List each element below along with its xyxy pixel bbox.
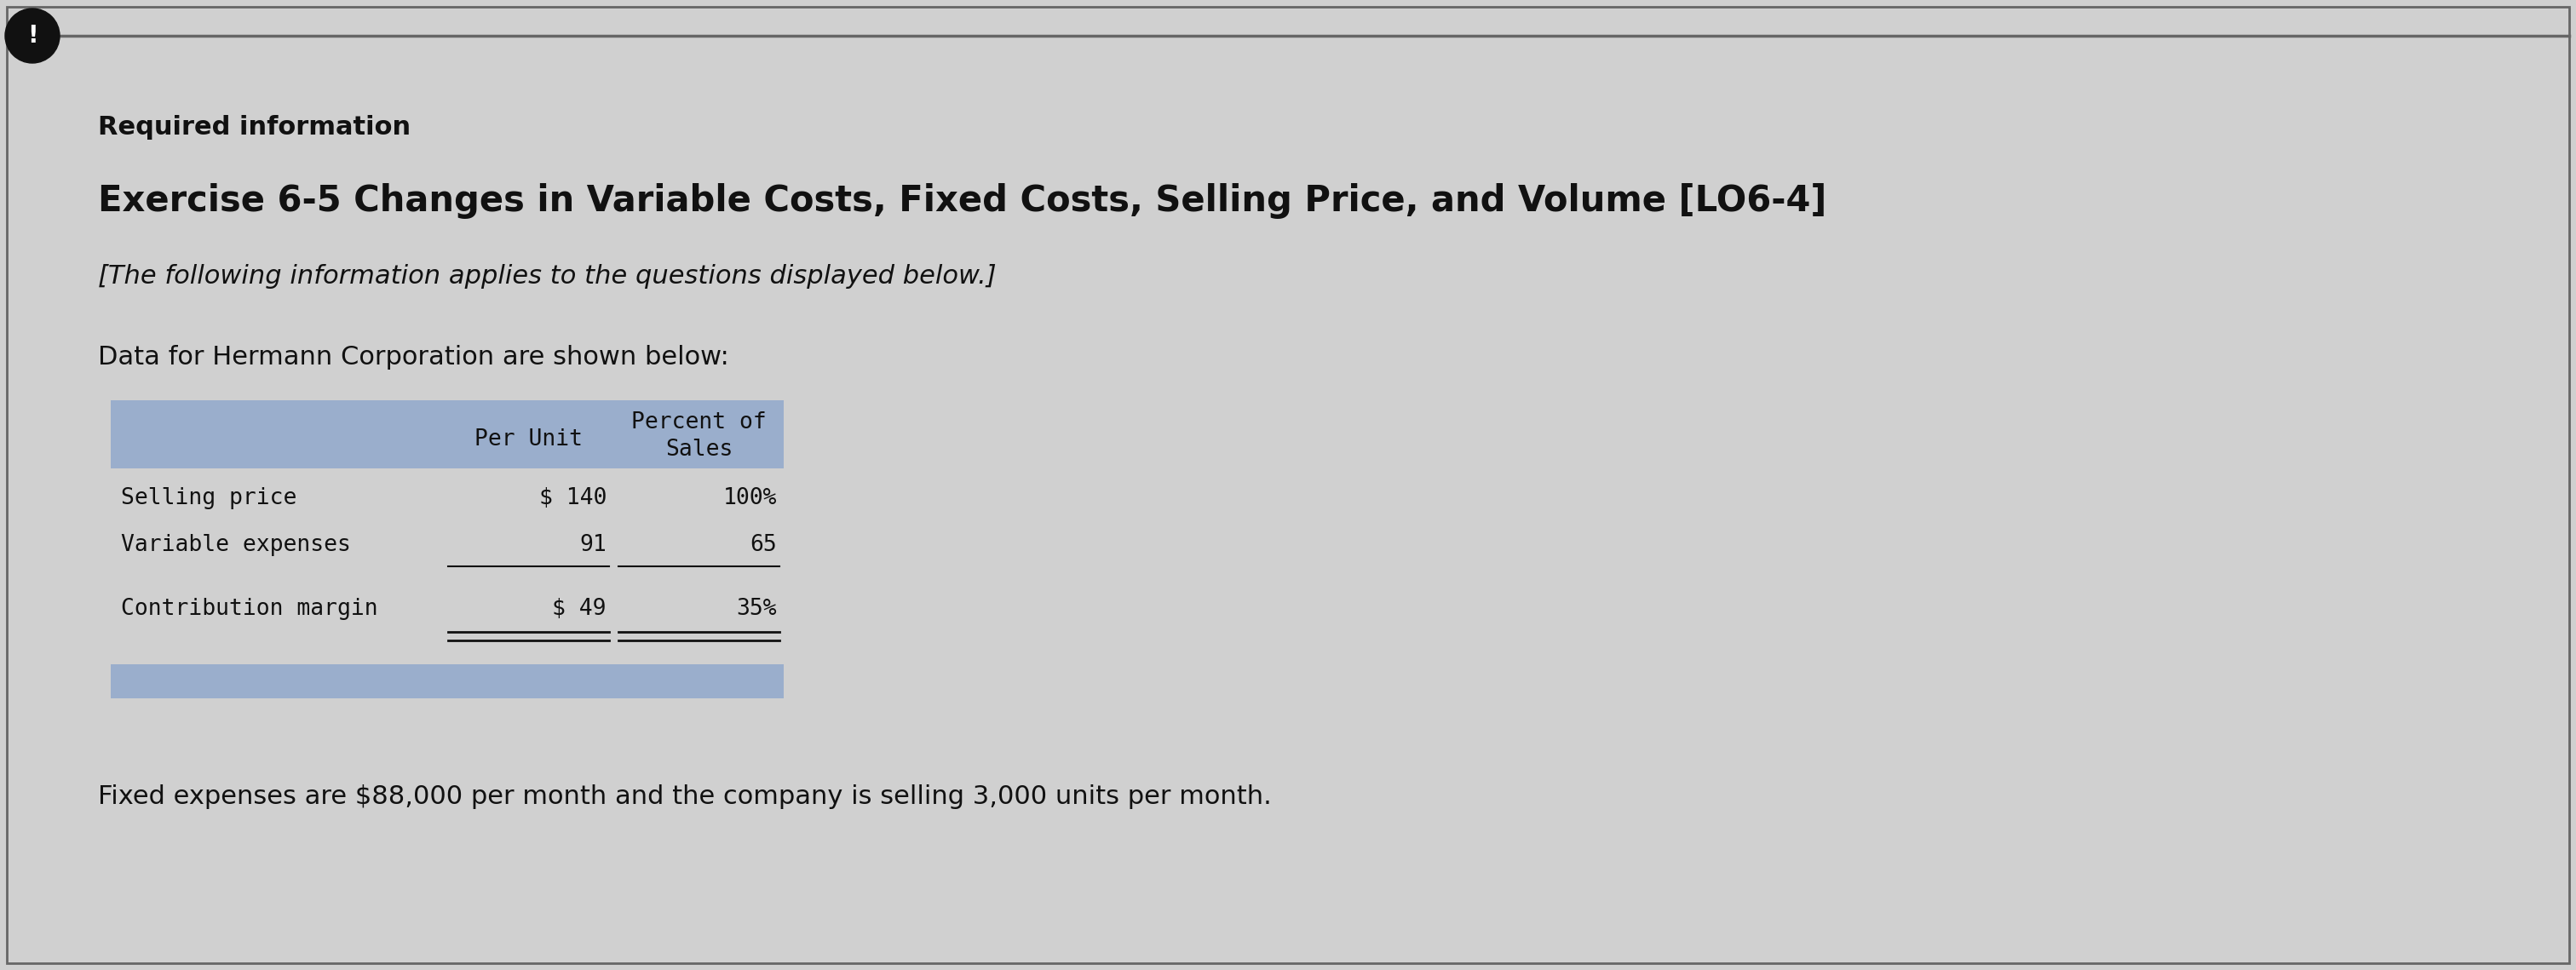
Text: Required information: Required information xyxy=(98,115,410,140)
Text: Percent of: Percent of xyxy=(631,411,768,434)
Text: Exercise 6-5 Changes in Variable Costs, Fixed Costs, Selling Price, and Volume [: Exercise 6-5 Changes in Variable Costs, … xyxy=(98,183,1826,219)
Text: Contribution margin: Contribution margin xyxy=(121,598,379,620)
Text: Per Unit: Per Unit xyxy=(474,429,582,450)
Text: Data for Hermann Corporation are shown below:: Data for Hermann Corporation are shown b… xyxy=(98,345,729,370)
Ellipse shape xyxy=(5,9,59,63)
Text: !: ! xyxy=(26,24,39,48)
FancyBboxPatch shape xyxy=(111,401,783,469)
Text: 65: 65 xyxy=(750,534,778,556)
Text: 91: 91 xyxy=(580,534,605,556)
Text: Variable expenses: Variable expenses xyxy=(121,534,350,556)
Text: 35%: 35% xyxy=(737,598,778,620)
FancyBboxPatch shape xyxy=(111,664,783,698)
Text: $ 49: $ 49 xyxy=(551,598,605,620)
FancyBboxPatch shape xyxy=(8,7,2568,963)
Text: Fixed expenses are $88,000 per month and the company is selling 3,000 units per : Fixed expenses are $88,000 per month and… xyxy=(98,784,1273,809)
Text: Selling price: Selling price xyxy=(121,487,296,509)
Text: 100%: 100% xyxy=(724,487,778,509)
Text: Sales: Sales xyxy=(665,438,732,461)
Text: $ 140: $ 140 xyxy=(538,487,605,509)
Text: [The following information applies to the questions displayed below.]: [The following information applies to th… xyxy=(98,264,997,289)
